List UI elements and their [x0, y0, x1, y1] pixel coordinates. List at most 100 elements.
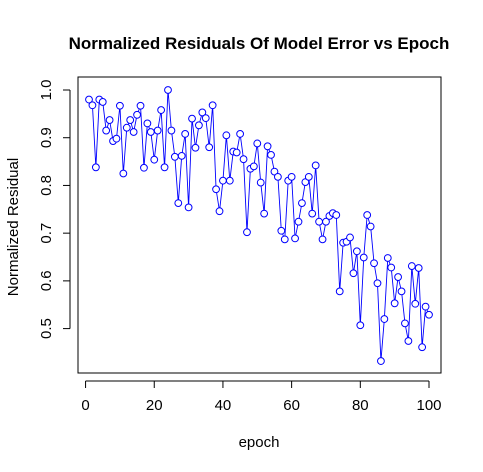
- data-point: [136, 101, 145, 110]
- data-point: [201, 114, 210, 123]
- data-point: [418, 343, 427, 352]
- data-point: [208, 101, 217, 110]
- data-point: [232, 148, 241, 157]
- data-point: [256, 178, 265, 187]
- data-point: [287, 172, 296, 181]
- data-point: [322, 217, 330, 226]
- y-tick-label: 1.0: [38, 80, 55, 101]
- data-point: [280, 235, 289, 244]
- x-tick-label: 40: [215, 397, 232, 414]
- data-point: [273, 172, 282, 181]
- data-point: [407, 262, 416, 270]
- data-point: [198, 108, 207, 117]
- data-point: [116, 101, 124, 110]
- x-tick-label: 80: [352, 397, 369, 414]
- data-point: [318, 235, 327, 244]
- y-tick-label: 0.8: [38, 175, 55, 196]
- data-point: [249, 162, 258, 171]
- data-point: [349, 269, 358, 278]
- data-point: [140, 163, 148, 172]
- y-axis-label: Normalized Residual: [5, 158, 22, 296]
- data-point: [225, 176, 234, 185]
- data-point: [270, 167, 279, 176]
- data-point: [394, 273, 402, 281]
- data-point: [174, 199, 183, 207]
- y-tick-label: 0.7: [38, 223, 55, 244]
- data-point: [425, 310, 433, 319]
- data-point: [157, 106, 166, 114]
- data-point: [301, 178, 310, 187]
- data-point: [177, 151, 186, 160]
- data-point: [191, 143, 200, 152]
- data-point: [222, 131, 231, 140]
- data-point: [253, 139, 262, 148]
- data-point: [404, 337, 413, 345]
- data-point: [98, 98, 107, 106]
- data-point: [390, 299, 399, 308]
- data-point: [205, 143, 214, 152]
- x-axis: 0 20 40 60 80 100: [81, 380, 442, 414]
- data-point: [363, 211, 372, 219]
- data-point: [133, 110, 141, 119]
- chart-title: Normalized Residuals Of Model Error vs E…: [69, 34, 450, 53]
- data-point: [88, 101, 97, 110]
- y-tick-label: 0.6: [38, 270, 55, 291]
- data-point: [267, 151, 275, 159]
- data-point: [122, 123, 131, 132]
- data-point: [153, 126, 162, 135]
- data-point: [150, 155, 159, 164]
- data-point: [373, 279, 382, 288]
- data-point: [236, 130, 245, 138]
- data-point: [184, 203, 193, 212]
- data-point: [332, 211, 341, 219]
- data-point: [239, 155, 248, 164]
- data-point: [181, 130, 190, 138]
- data-point: [243, 228, 251, 237]
- data-point: [170, 152, 179, 161]
- data-point: [421, 302, 430, 311]
- data-point: [383, 254, 392, 262]
- data-point: [401, 319, 409, 328]
- data-point: [311, 161, 320, 170]
- y-tick-label: 0.5: [38, 318, 55, 339]
- data-point: [387, 263, 396, 272]
- series-line: [88, 89, 430, 362]
- series-group: [85, 86, 433, 365]
- x-tick-label: 0: [81, 397, 89, 414]
- data-point: [294, 217, 303, 226]
- data-point: [380, 315, 389, 323]
- data-point: [112, 134, 121, 143]
- y-tick-label: 0.9: [38, 127, 55, 148]
- data-point: [219, 176, 227, 185]
- data-point: [146, 128, 155, 136]
- data-point: [105, 116, 114, 124]
- x-tick-label: 100: [416, 397, 441, 414]
- data-point: [308, 209, 317, 218]
- data-point: [143, 119, 152, 128]
- data-point: [85, 95, 93, 104]
- data-point: [263, 142, 272, 151]
- y-axis: 0.5 0.6 0.7 0.8 0.9 1.0: [38, 80, 71, 339]
- data-point: [315, 217, 324, 226]
- data-point: [414, 264, 423, 272]
- data-point: [359, 253, 368, 262]
- data-point: [377, 357, 385, 365]
- data-point: [356, 321, 365, 330]
- x-axis-label: epoch: [239, 434, 280, 451]
- data-point: [411, 299, 420, 308]
- data-point: [366, 222, 375, 231]
- data-point: [298, 199, 306, 207]
- data-point: [352, 247, 361, 256]
- data-point: [91, 163, 100, 172]
- data-point: [304, 172, 313, 181]
- data-point: [370, 259, 378, 268]
- data-point: [195, 121, 203, 130]
- plot-box: [77, 76, 442, 374]
- data-point: [212, 185, 220, 194]
- x-tick-label: 60: [283, 397, 300, 414]
- data-point: [188, 114, 196, 123]
- x-tick-label: 20: [146, 397, 163, 414]
- data-point: [126, 116, 135, 124]
- data-point: [291, 234, 299, 243]
